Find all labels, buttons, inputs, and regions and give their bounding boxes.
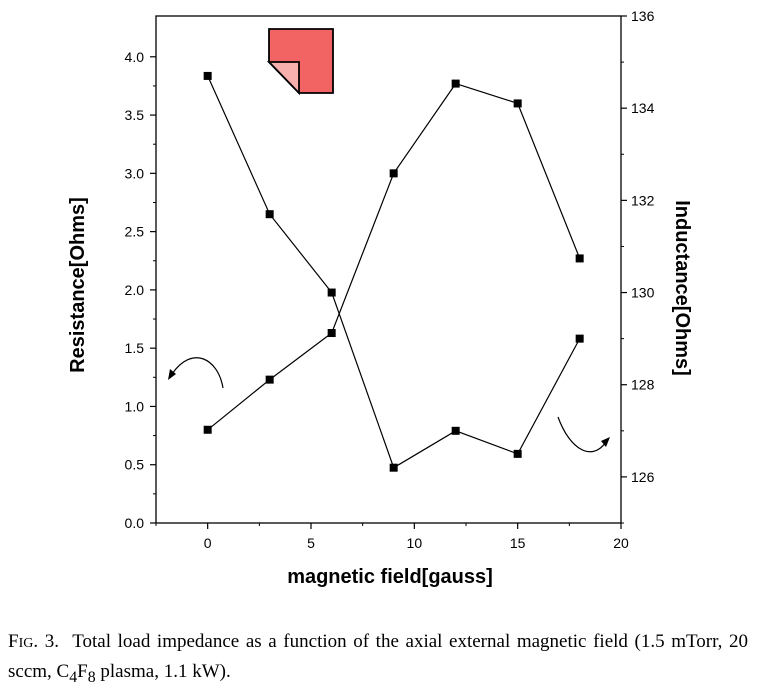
data-point-left bbox=[327, 329, 336, 338]
series-layer bbox=[203, 71, 584, 472]
left-tick-label: 3.5 bbox=[125, 107, 145, 123]
x-axis: 0 5 10 15 20 bbox=[155, 523, 629, 551]
x-tick-label: 10 bbox=[407, 535, 423, 551]
right-tick-label: 126 bbox=[631, 469, 655, 485]
figure-caption: FIG. 3. Total load impedance as a functi… bbox=[8, 631, 749, 686]
x-tick-label: 20 bbox=[613, 535, 629, 551]
right-axis: 126 128 130 132 134 136 bbox=[621, 8, 655, 524]
curved-arrow-left-icon bbox=[168, 357, 224, 389]
right-axis-title: Inductance[Ohms] bbox=[671, 200, 693, 376]
left-tick-label: 2.5 bbox=[125, 224, 145, 240]
data-point-left bbox=[451, 79, 460, 88]
data-point-right bbox=[327, 288, 336, 297]
curved-arrow-right-icon bbox=[557, 416, 610, 453]
plot-border bbox=[155, 15, 622, 524]
left-tick-label: 4.0 bbox=[125, 49, 145, 65]
left-tick-label: 1.5 bbox=[125, 340, 145, 356]
data-point-left bbox=[203, 425, 212, 434]
plot-frame bbox=[155, 15, 622, 524]
right-tick-label: 134 bbox=[631, 100, 655, 116]
data-point-right bbox=[451, 426, 460, 435]
x-tick-label: 5 bbox=[307, 535, 315, 551]
series-line-left bbox=[207, 82, 581, 431]
data-point-right bbox=[203, 71, 212, 80]
data-point-left bbox=[575, 254, 584, 263]
data-point-right bbox=[575, 334, 584, 343]
right-tick-label: 136 bbox=[631, 8, 655, 24]
data-point-left bbox=[265, 375, 274, 384]
left-axis-title: Resistance[Ohms] bbox=[67, 197, 89, 373]
chart: 0.0 0.5 1.0 1.5 2.0 2.5 3.0 3.5 4.0 126 128 130 132… bbox=[67, 8, 693, 588]
data-point-right bbox=[265, 210, 274, 219]
data-point-right bbox=[513, 449, 522, 458]
right-tick-label: 130 bbox=[631, 285, 655, 301]
data-point-left bbox=[389, 169, 398, 178]
x-axis-title: magnetic field[gauss] bbox=[287, 566, 493, 588]
x-tick-label: 0 bbox=[204, 535, 212, 551]
left-tick-label: 0.0 bbox=[125, 515, 145, 531]
left-tick-label: 0.5 bbox=[125, 457, 145, 473]
left-tick-label: 2.0 bbox=[125, 282, 145, 298]
folded-note-icon bbox=[266, 28, 334, 96]
left-axis: 0.0 0.5 1.0 1.5 2.0 2.5 3.0 3.5 4.0 bbox=[125, 49, 156, 531]
left-tick-label: 3.0 bbox=[125, 165, 145, 181]
data-point-right bbox=[389, 463, 398, 472]
right-tick-label: 128 bbox=[631, 377, 655, 393]
x-tick-label: 15 bbox=[510, 535, 526, 551]
left-tick-label: 1.0 bbox=[125, 398, 145, 414]
series-line-right bbox=[207, 75, 581, 469]
data-point-left bbox=[513, 99, 522, 108]
right-tick-label: 132 bbox=[631, 192, 655, 208]
